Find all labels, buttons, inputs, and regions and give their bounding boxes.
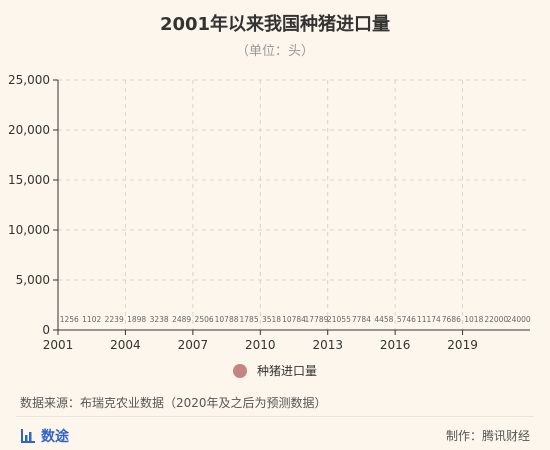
data-label: 17789	[305, 315, 329, 324]
data-label: 7784	[352, 315, 371, 324]
data-label: 10784	[282, 315, 306, 324]
data-label: 1018	[464, 315, 483, 324]
data-label: 1102	[82, 315, 101, 324]
x-tick-label: 2019	[447, 338, 478, 352]
y-tick-label: 20,000	[8, 123, 50, 137]
bar	[310, 152, 323, 330]
bar-chart-icon	[20, 429, 36, 443]
data-label: 2239	[105, 315, 124, 324]
brand-name: 数途	[41, 429, 69, 445]
y-tick-label: 10,000	[8, 223, 50, 237]
data-label: 3518	[262, 315, 281, 324]
bar	[265, 295, 278, 330]
footer-divider	[16, 416, 534, 417]
data-label: 24000	[507, 315, 531, 324]
legend-swatch-icon	[232, 363, 247, 378]
data-source-note: 数据来源：布瑞克农业数据（2020年及之后为预测数据）	[20, 396, 327, 410]
y-tick-label: 0	[42, 323, 50, 337]
bar	[152, 298, 165, 330]
x-tick-label: 2001	[43, 338, 74, 352]
x-tick-label: 2013	[312, 338, 343, 352]
data-label: 2489	[172, 315, 191, 324]
bar	[220, 222, 233, 330]
data-label: 2506	[195, 315, 214, 324]
chart-subtitle: （单位：头）	[235, 44, 314, 59]
data-label: 5746	[397, 315, 416, 324]
chart-legend[interactable]: 种猪进口量	[0, 362, 550, 379]
bar	[490, 110, 503, 330]
legend-label: 种猪进口量	[256, 364, 317, 378]
data-label: 10788	[215, 315, 239, 324]
brand-logo: 数途	[20, 426, 69, 446]
data-label: 22000	[484, 315, 508, 324]
data-label: 1898	[127, 315, 146, 324]
bar	[287, 222, 300, 330]
data-label: 3238	[150, 315, 169, 324]
bar	[332, 119, 345, 330]
bar	[512, 90, 525, 330]
data-label: 1785	[240, 315, 259, 324]
chart-title: 2001年以来我国种猪进口量	[159, 14, 391, 35]
bar	[422, 218, 435, 330]
data-label: 11174	[417, 315, 441, 324]
y-tick-label: 25,000	[8, 73, 50, 87]
data-label: 7686	[442, 315, 461, 324]
data-label: 4458	[374, 315, 393, 324]
data-label: 1256	[60, 315, 79, 324]
x-tick-label: 2016	[380, 338, 411, 352]
y-tick-label: 15,000	[8, 173, 50, 187]
bar-chart: 0 5,000 10,000 15,000 20,000 25,000 2001 2004 20…	[8, 73, 531, 352]
data-label: 21055	[327, 315, 351, 324]
x-tick-label: 2004	[110, 338, 141, 352]
x-tick-label: 2010	[245, 338, 276, 352]
y-tick-label: 5,000	[16, 273, 50, 287]
credit-text: 制作：腾讯财经	[445, 429, 530, 443]
x-tick-label: 2007	[178, 338, 209, 352]
